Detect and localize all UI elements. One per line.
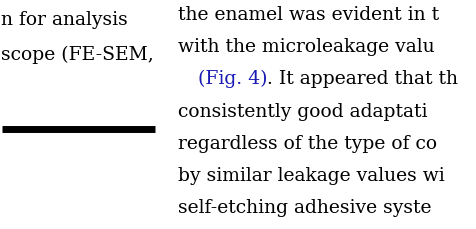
Text: regardless of the type of co: regardless of the type of co — [178, 134, 437, 152]
Text: . It appeared that th: . It appeared that th — [268, 70, 458, 88]
Text: scope (FE-SEM,: scope (FE-SEM, — [1, 46, 154, 64]
Text: the enamel was evident in t: the enamel was evident in t — [178, 6, 440, 24]
Text: (Fig. 4): (Fig. 4) — [198, 70, 268, 88]
Text: self-etching adhesive syste: self-etching adhesive syste — [178, 198, 432, 216]
Text: consistently good adaptati: consistently good adaptati — [178, 102, 428, 120]
Text: n for analysis: n for analysis — [1, 11, 128, 28]
Text: with the microleakage valu: with the microleakage valu — [178, 38, 435, 56]
Text: by similar leakage values wi: by similar leakage values wi — [178, 166, 445, 184]
